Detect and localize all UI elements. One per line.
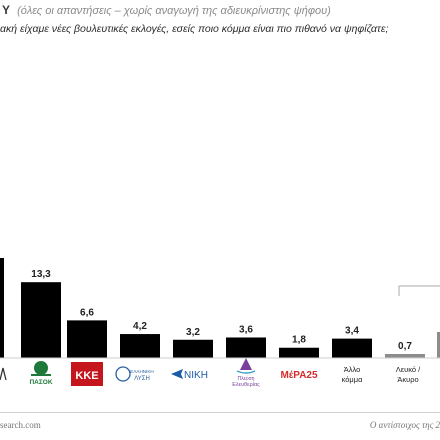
bar-4 <box>173 339 213 358</box>
mera25-logo-icon: ΜέΡΑ25 <box>280 370 318 381</box>
footer-divider <box>0 412 440 413</box>
chart-header: Y (όλες οι απαντήσεις – χωρίς αναγωγή τη… <box>0 0 440 46</box>
title-line: Y (όλες οι απαντήσεις – χωρίς αναγωγή τη… <box>0 3 440 19</box>
value-label-9: 0,7 <box>398 341 412 352</box>
partial-logo-icon <box>0 367 7 381</box>
right-edge-bar <box>437 332 440 358</box>
left-edge-bar <box>0 258 4 358</box>
kke-red-block <box>71 362 103 386</box>
bar-2 <box>67 320 107 358</box>
category-label-other-2: κόμμα <box>342 375 363 384</box>
elliniki-lysi-logo-icon: ΕΛΛΗΝΙΚΗ ΛΥΣΗ <box>115 366 154 382</box>
value-label-4: 3,2 <box>186 327 200 338</box>
pasok-logo-text: ΠΑΣΟΚ <box>29 379 52 386</box>
niki-wing-icon <box>171 369 183 379</box>
niki-logo-text: ΝΙΚΗ <box>184 370 208 381</box>
value-label-7: 3,4 <box>345 326 359 337</box>
category-label-other-1: Άλλο <box>344 365 361 374</box>
bar-chart: 13,3 6,6 4,2 3,2 3,6 1,8 3,4 0,7 ΠΑΣΟΚ ΚΚΕ ΕΛΛΗΝΙΚ… <box>0 258 440 388</box>
elliniki-lysi-ring <box>115 366 131 382</box>
pasok-sun-icon <box>34 361 48 375</box>
value-label-1: 13,3 <box>31 269 51 280</box>
value-label-2: 6,6 <box>80 307 94 318</box>
value-label-3: 4,2 <box>133 321 147 332</box>
footer-site: search.com <box>0 420 41 430</box>
pasok-logo-icon: ΠΑΣΟΚ <box>29 361 53 386</box>
plefsi-word-1: Πλεύση <box>238 375 255 382</box>
niki-logo-icon: ΝΙΚΗ <box>171 369 208 381</box>
kke-logo-text: ΚΚΕ <box>75 370 98 382</box>
plefsi-word-2: Ελευθερίας <box>232 382 260 388</box>
bar-6 <box>279 347 319 358</box>
plefsi-sail-icon <box>240 358 252 370</box>
mera25-logo-text: ΜέΡΑ25 <box>280 370 318 381</box>
bar-9 <box>385 354 425 358</box>
bar-5 <box>226 337 266 358</box>
chart-subtitle: (όλες οι απαντήσεις – χωρίς αναγωγή της … <box>17 5 331 17</box>
elliniki-lysi-word-2: ΛΥΣΗ <box>134 376 150 382</box>
footer-note: Ο αντίστοιχος της 2 <box>369 420 440 430</box>
kke-logo-icon: ΚΚΕ <box>71 362 103 386</box>
category-label-blank-1: Λευκό / <box>396 365 421 374</box>
value-label-5: 3,6 <box>239 324 253 335</box>
chart-title-fragment: Y <box>2 3 11 17</box>
bar-7 <box>332 338 372 358</box>
bar-1 <box>21 282 61 358</box>
footer: search.com Ο αντίστοιχος της 2 <box>0 412 440 438</box>
survey-question: ακή είχαμε νέες βουλευτικές εκλογές, εσε… <box>0 23 389 35</box>
value-label-6: 1,8 <box>292 335 306 346</box>
group-bracket <box>398 285 440 296</box>
bar-3 <box>120 334 160 358</box>
plefsi-wave-icon <box>236 370 256 374</box>
elliniki-lysi-word-1: ΕΛΛΗΝΙΚΗ <box>130 369 154 374</box>
category-label-blank-2: Άκυρο <box>397 375 418 384</box>
